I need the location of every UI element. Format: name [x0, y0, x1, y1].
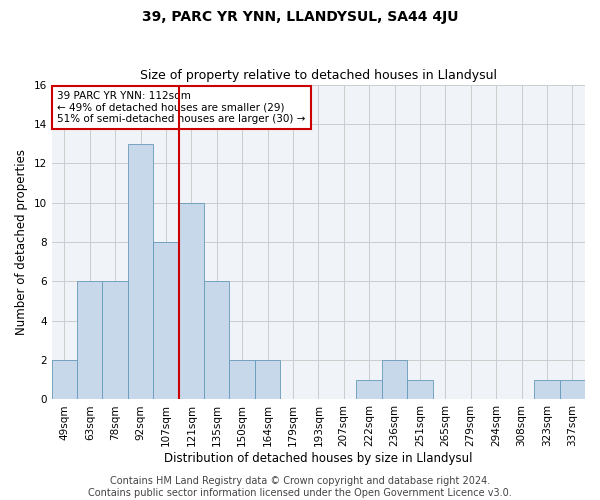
Bar	[128, 144, 153, 400]
Bar	[382, 360, 407, 400]
Text: 39 PARC YR YNN: 112sqm
← 49% of detached houses are smaller (29)
51% of semi-det: 39 PARC YR YNN: 112sqm ← 49% of detached…	[57, 91, 305, 124]
Bar	[229, 360, 255, 400]
X-axis label: Distribution of detached houses by size in Llandysul: Distribution of detached houses by size …	[164, 452, 473, 465]
Text: Contains HM Land Registry data © Crown copyright and database right 2024.
Contai: Contains HM Land Registry data © Crown c…	[88, 476, 512, 498]
Bar	[560, 380, 585, 400]
Text: 39, PARC YR YNN, LLANDYSUL, SA44 4JU: 39, PARC YR YNN, LLANDYSUL, SA44 4JU	[142, 10, 458, 24]
Bar	[179, 202, 204, 400]
Bar	[153, 242, 179, 400]
Bar	[534, 380, 560, 400]
Title: Size of property relative to detached houses in Llandysul: Size of property relative to detached ho…	[140, 69, 497, 82]
Bar	[356, 380, 382, 400]
Bar	[77, 282, 103, 400]
Y-axis label: Number of detached properties: Number of detached properties	[15, 149, 28, 335]
Bar	[52, 360, 77, 400]
Bar	[255, 360, 280, 400]
Bar	[103, 282, 128, 400]
Bar	[204, 282, 229, 400]
Bar	[407, 380, 433, 400]
